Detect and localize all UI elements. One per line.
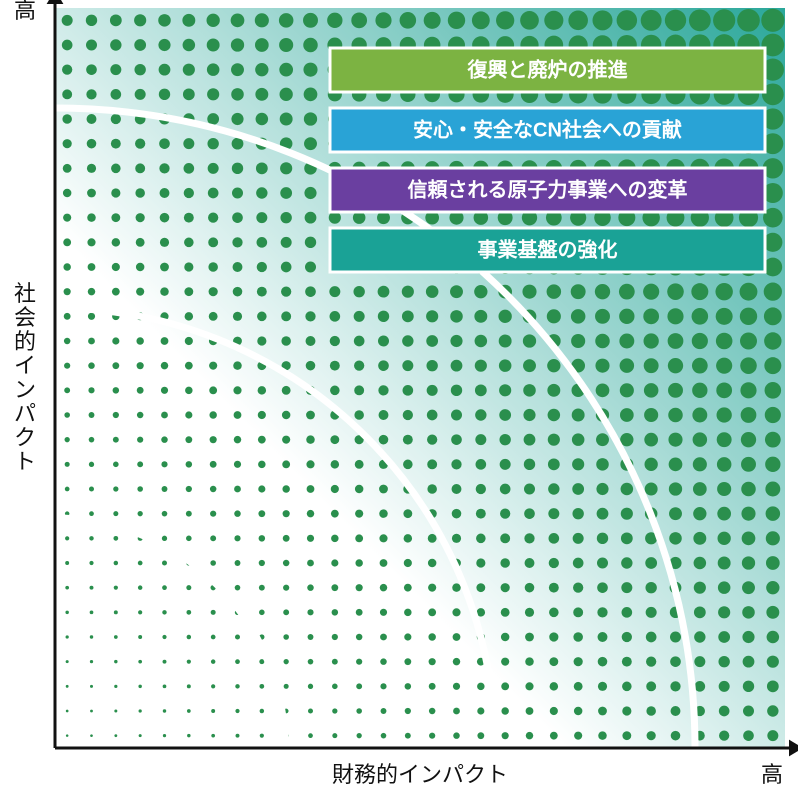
legend-item-4: 事業基盤の強化 [330, 228, 765, 272]
chart-canvas: 復興と廃炉の推進安心・安全なCN社会への貢献信頼される原子力事業への変革事業基盤… [0, 0, 798, 803]
y-axis-label: 社会的インパクト [14, 281, 36, 474]
x-axis-label: 財務的インパクト [332, 762, 508, 787]
legend-item-1: 復興と廃炉の推進 [330, 48, 765, 92]
y-axis-arrow [47, 0, 64, 4]
legend-label: 安心・安全なCN社会への貢献 [413, 117, 682, 141]
legend-label: 信頼される原子力事業への変革 [408, 177, 688, 201]
x-axis-arrow [789, 740, 798, 757]
y-axis-high: 高 [14, 0, 36, 23]
materiality-quadrant: 復興と廃炉の推進安心・安全なCN社会への貢献信頼される原子力事業への変革事業基盤… [0, 0, 798, 803]
legend-item-2: 安心・安全なCN社会への貢献 [330, 108, 765, 152]
legend-label: 事業基盤の強化 [478, 237, 618, 261]
legend-item-3: 信頼される原子力事業への変革 [330, 168, 765, 212]
x-axis-high: 高 [761, 762, 783, 787]
legend-label: 復興と廃炉の推進 [467, 57, 628, 81]
